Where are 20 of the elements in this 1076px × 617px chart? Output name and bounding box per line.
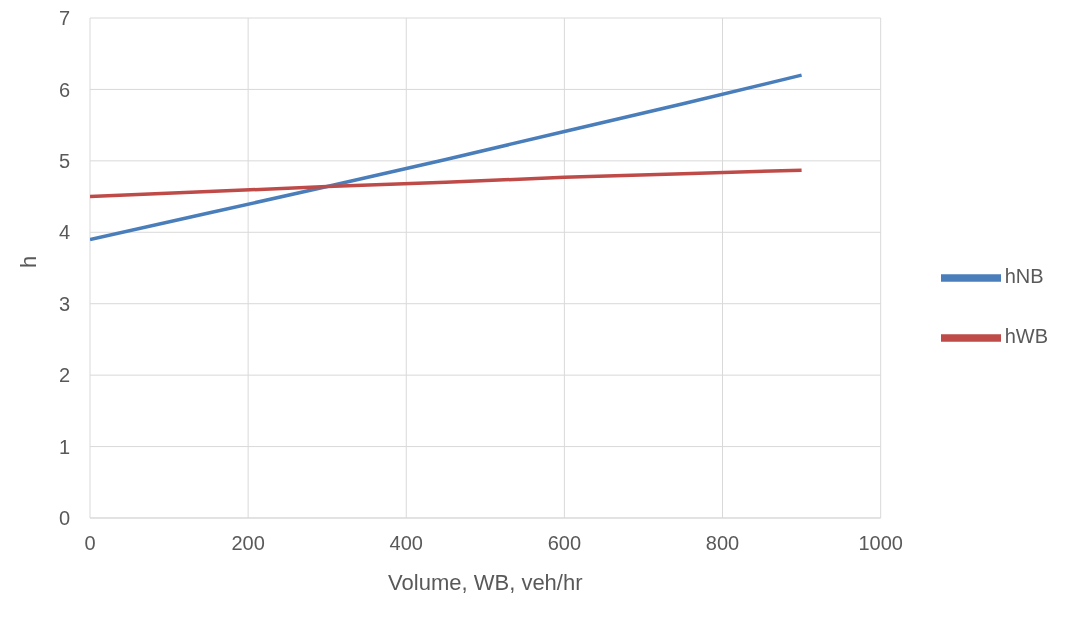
y-tick-label: 0 [58,507,70,530]
legend-label: hWB [1004,325,1048,348]
x-tick-label: 400 [389,532,423,555]
legend-label: hNB [1004,265,1044,288]
x-tick-label: 200 [231,532,265,555]
y-tick-label: 1 [58,435,70,458]
y-tick-label: 3 [58,292,70,315]
y-tick-label: 4 [58,221,70,244]
x-tick-label: 600 [547,532,582,555]
y-tick-label: 6 [58,78,70,101]
y-tick-label: 7 [58,7,70,30]
line-series [90,73,804,242]
y-tick-label: 5 [58,149,70,172]
x-tick-label: 0 [84,532,96,555]
x-axis-title: Volume, WB, veh/hr [388,570,583,595]
x-tick-label: 800 [705,532,740,555]
y-tick-label: 2 [58,364,70,387]
line-series [90,168,804,199]
x-tick-label: 1000 [858,532,903,555]
y-axis-title: h [15,255,41,268]
